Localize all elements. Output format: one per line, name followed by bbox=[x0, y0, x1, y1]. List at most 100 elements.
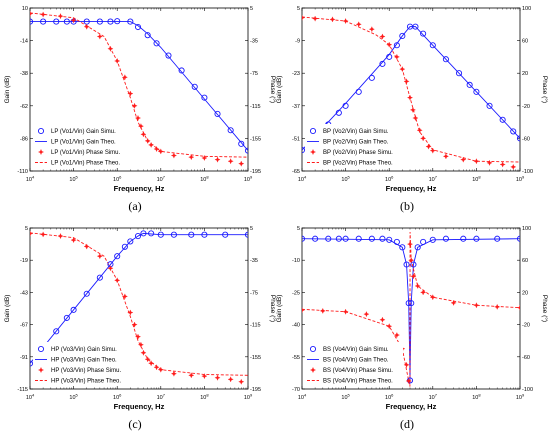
phase-sim-point bbox=[148, 141, 155, 148]
legend: LP (Vo1/Vin) Gain Simu. LP (Vo1/Vin) Gain… bbox=[33, 124, 131, 168]
phase-theory-line bbox=[30, 232, 248, 376]
y-left-tick-label: -67 bbox=[20, 323, 28, 329]
y-right-tick-label: -100 bbox=[522, 387, 533, 393]
phase-sim-point bbox=[393, 53, 400, 60]
phase-sim-point bbox=[214, 374, 221, 381]
x-tick-label: 107 bbox=[429, 174, 438, 183]
gain-sim-point bbox=[393, 42, 400, 49]
gain-sim-point bbox=[191, 83, 198, 90]
phase-theory-line bbox=[30, 12, 248, 158]
phase-sim-point bbox=[107, 265, 114, 272]
phase-sim-point bbox=[329, 16, 336, 23]
y-left-tick-label: -65 bbox=[292, 169, 300, 175]
legend-circle-marker bbox=[37, 345, 45, 353]
gain-sim-point bbox=[244, 231, 248, 238]
phase-sim-point bbox=[460, 156, 467, 163]
y-right-tick-label: -35 bbox=[250, 39, 258, 45]
y-right-tick-label: 5 bbox=[250, 6, 253, 12]
legend-background bbox=[305, 124, 403, 168]
gain-sim-point bbox=[134, 23, 142, 31]
gain-sim-point bbox=[127, 238, 134, 245]
phase-sim-point bbox=[368, 26, 375, 33]
phase-sim-point bbox=[121, 293, 128, 300]
legend-background bbox=[33, 342, 131, 386]
x-tick-label: 109 bbox=[516, 392, 525, 401]
phase-sim-point bbox=[144, 356, 151, 363]
gain-sim-point bbox=[244, 147, 248, 154]
gain-sim-point bbox=[455, 70, 463, 77]
phase-sim-point bbox=[57, 233, 64, 240]
gain-sim-point bbox=[107, 18, 114, 25]
gain-sim-point bbox=[335, 235, 342, 242]
x-tick-label: 106 bbox=[113, 392, 122, 401]
y-left-tick-label: -115 bbox=[17, 387, 28, 393]
phase-sim-point bbox=[131, 321, 138, 328]
legend: HP (Vo3/Vin) Gain Simu. HP (Vo3/Vin) Gain… bbox=[33, 342, 131, 386]
gain-sim-point bbox=[355, 88, 362, 95]
y-left-tick-label: -25 bbox=[292, 290, 300, 296]
plot-frame bbox=[29, 7, 249, 172]
legend-entry: BP (Vo2/Vin) Gain Simu. bbox=[323, 129, 389, 135]
phase-sim-point bbox=[517, 304, 520, 311]
y-left-tick-label: -19 bbox=[20, 258, 28, 264]
y-left-tick-label: -110 bbox=[17, 169, 28, 175]
legend-entry: BS (Vo4/Vin) Gain Simu. bbox=[323, 347, 389, 353]
gain-sim-point bbox=[342, 102, 349, 109]
gain-sim-point bbox=[127, 18, 134, 25]
y-left-axis-label: Gain (dB) bbox=[276, 76, 283, 104]
plot-frame bbox=[29, 227, 249, 390]
phase-sim-point bbox=[227, 158, 234, 165]
y-left-tick-label: -40 bbox=[292, 323, 300, 329]
x-axis-label: Frequency, Hz bbox=[386, 184, 437, 193]
phase-sim-point bbox=[342, 18, 349, 25]
plot-frame bbox=[301, 7, 521, 172]
y-left-tick-label: -38 bbox=[20, 71, 28, 77]
x-tick-label: 106 bbox=[385, 174, 394, 183]
panel-label: (a) bbox=[128, 199, 141, 213]
x-tick-label: 108 bbox=[200, 392, 209, 401]
phase-sim-point bbox=[342, 308, 349, 315]
legend-entry: BP (Vo2/Vin) Gain Theo. bbox=[323, 140, 389, 146]
phase-sim-point bbox=[403, 361, 410, 368]
gain-sim-point bbox=[516, 235, 520, 242]
gain-sim-point bbox=[368, 235, 375, 242]
y-right-axis-label: Phase (°) bbox=[541, 295, 549, 322]
phase-sim-point bbox=[114, 57, 121, 64]
gain-sim-point bbox=[335, 109, 342, 116]
y-left-tick-label: 10 bbox=[22, 6, 28, 12]
x-tick-label: 104 bbox=[298, 392, 307, 401]
gain-sim-point bbox=[393, 238, 400, 246]
series-layer bbox=[30, 10, 248, 167]
y-left-tick-label: -62 bbox=[20, 104, 28, 110]
gain-sim-point bbox=[442, 56, 449, 63]
gain-sim-point bbox=[510, 128, 517, 135]
gain-sim-point bbox=[53, 18, 60, 25]
y-right-tick-label: -75 bbox=[250, 290, 258, 296]
gain-sim-point bbox=[63, 18, 70, 25]
phase-sim-point bbox=[473, 302, 480, 309]
gain-sim-point bbox=[473, 235, 480, 242]
phase-sim-point bbox=[157, 366, 164, 373]
y-right-tick-label: -100 bbox=[522, 169, 533, 175]
gain-sim-point bbox=[201, 94, 208, 101]
phase-sim-point bbox=[486, 159, 493, 166]
y-right-tick-label: 60 bbox=[522, 39, 528, 45]
phase-sim-point bbox=[442, 153, 449, 160]
legend-star-marker bbox=[38, 149, 44, 155]
legend-entry: BP (Vo2/Vin) Phase Simu. bbox=[323, 150, 393, 156]
phase-sim-point bbox=[420, 135, 427, 142]
gain-sim-point bbox=[140, 230, 147, 237]
y-right-tick-label: -115 bbox=[250, 323, 261, 329]
phase-sim-point bbox=[379, 33, 386, 40]
y-right-tick-label: -155 bbox=[250, 136, 261, 142]
gain-theory-line bbox=[302, 26, 520, 151]
gain-sim-point bbox=[379, 60, 386, 67]
phase-sim-point bbox=[407, 241, 413, 248]
phase-sim-point bbox=[137, 123, 144, 130]
gain-sim-point bbox=[214, 110, 221, 117]
legend-star-marker bbox=[310, 149, 316, 155]
phase-sim-point bbox=[83, 243, 90, 250]
gain-sim-point bbox=[420, 238, 427, 246]
y-right-tick-label: -75 bbox=[250, 71, 258, 77]
